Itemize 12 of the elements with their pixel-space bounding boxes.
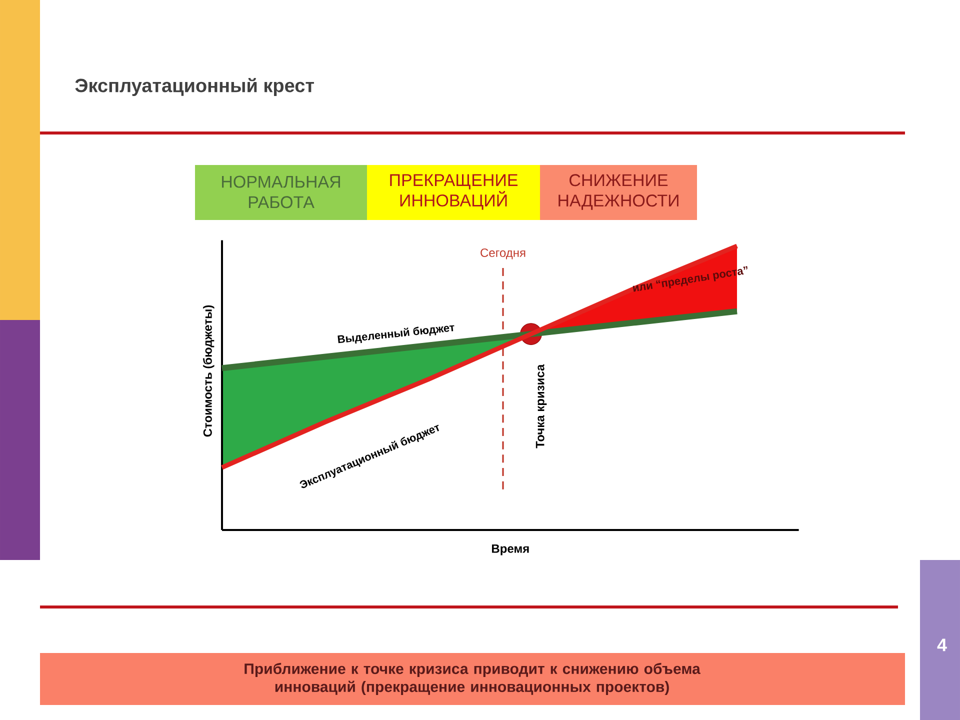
- text: НОРМАЛЬНАЯ РАБОТА: [222, 176, 340, 208]
- chart-title: Эксплуатационный крест: [75, 78, 314, 96]
- text: ПРЕКРАЩЕНИЕ ИННОВАЦИЙ: [390, 174, 518, 210]
- x-axis-title: Время: [492, 544, 529, 556]
- text: Выделенный бюджет: [338, 325, 454, 344]
- y-axis-title: Стоимость (бюджеты): [202, 305, 214, 437]
- text: Приближение к точке кризиса приводит к снижению объема инноваций (прекращение инновационных проектов): [244, 662, 700, 696]
- text: 4: [937, 638, 947, 652]
- text: СНИЖЕНИЕ НАДЕЖНОСТИ: [558, 174, 678, 210]
- annotation: Сегодня: [480, 248, 526, 260]
- annotation: или “пределы роста”: [632, 266, 748, 292]
- annotation: Точка кризиса: [536, 364, 547, 448]
